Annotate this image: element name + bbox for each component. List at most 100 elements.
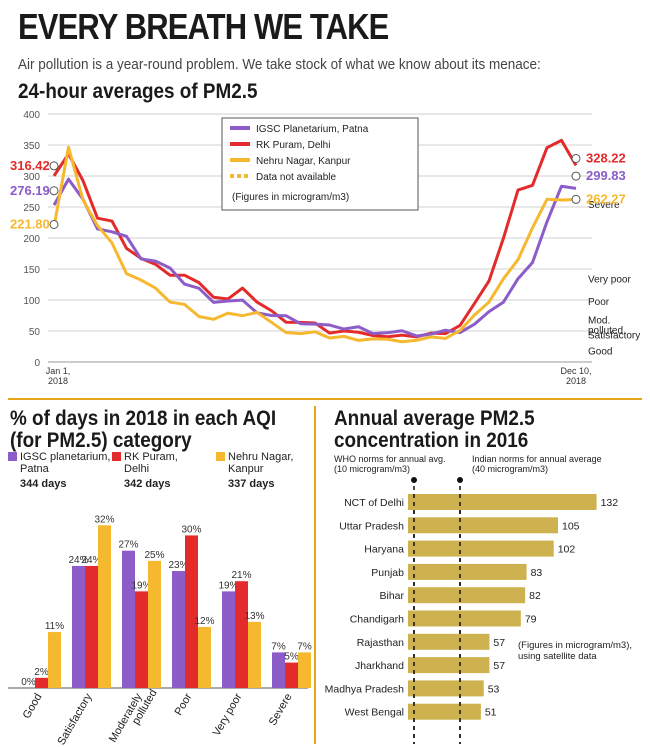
page-title: EVERY BREATH WE TAKE	[18, 6, 389, 47]
bar	[85, 565, 98, 688]
end-point	[571, 171, 581, 181]
bar-value-label: 132	[601, 497, 619, 509]
bar-value-label: 25%	[144, 550, 164, 561]
bar-value-label: 19%	[131, 580, 151, 591]
bar-value-label: 24%	[81, 555, 101, 566]
legend-note: (Figures in microgram/m3)	[232, 192, 349, 203]
bar	[408, 610, 521, 627]
legend-label: Nehru Nagar, Kanpur	[228, 451, 293, 475]
y-tick-label: 50	[29, 327, 41, 338]
bar-value-label: 0%	[21, 677, 36, 688]
bar	[98, 525, 111, 688]
bar-value-label: 11%	[45, 621, 64, 632]
bar	[148, 560, 161, 688]
state-bar-chart-title: Annual average PM2.5 concentration in 20…	[334, 408, 604, 452]
y-tick-label: 400	[23, 110, 40, 121]
reference-dot	[457, 477, 463, 483]
bar	[408, 657, 490, 674]
start-point	[49, 219, 59, 229]
category-label: Severe	[267, 692, 295, 728]
bar-value-label: 7%	[271, 641, 286, 652]
bar-value-label: 53	[488, 683, 500, 695]
end-point	[571, 154, 581, 164]
legend-swatch	[8, 452, 17, 461]
y-tick-label: 0	[34, 358, 40, 369]
series-line	[52, 145, 577, 344]
legend-label: Data not available	[256, 172, 336, 183]
reference-label: Indian norms for annual average (40 micro…	[472, 454, 602, 474]
y-tick-label: 350	[23, 141, 40, 152]
category-label: Rajasthan	[357, 637, 404, 649]
bar-value-label: 24%	[68, 555, 88, 566]
start-value-label: 316.42	[10, 158, 50, 173]
start-point	[49, 161, 59, 171]
bar	[122, 550, 135, 688]
divider-line	[8, 398, 642, 400]
bar	[285, 662, 298, 688]
bar	[408, 494, 597, 510]
aqi-bar-chart: IGSC planetarium, Patna 344 days RK Puram, D…	[8, 451, 312, 747]
x-start-label: Jan 1, 2018	[46, 366, 71, 386]
category-label: Poor	[173, 691, 195, 717]
end-value-label: 262.27	[586, 191, 626, 206]
bar	[408, 517, 558, 534]
bar-value-label: 13%	[244, 611, 264, 622]
category-label: Moderatelypolluted	[107, 682, 160, 747]
bar	[48, 632, 61, 688]
end-value-label: 328.22	[586, 151, 626, 166]
legend-box	[221, 117, 419, 211]
aqi-band-label: Poor	[588, 297, 610, 308]
aqi-bar-chart-title-text: % of days in 2018 in each AQI (for PM2.5…	[10, 407, 277, 452]
legend-label: RK Puram, Delhi	[256, 140, 330, 151]
bar	[198, 626, 211, 688]
category-label: Satisfactory	[55, 691, 94, 747]
y-tick-label: 200	[23, 234, 40, 245]
bar	[235, 581, 248, 688]
bar	[408, 703, 481, 720]
bar-value-label: 19%	[218, 580, 238, 591]
bar-value-label: 2%	[34, 667, 49, 678]
aqi-band-label: Satisfactory	[588, 330, 640, 341]
x-end-label: Dec 10, 2018	[560, 366, 591, 386]
category-label: Punjab	[371, 567, 404, 579]
bar-value-label: 12%	[194, 616, 214, 627]
bar	[185, 535, 198, 688]
y-tick-label: 150	[23, 265, 40, 276]
legend-days: 337 days	[228, 478, 274, 490]
line-chart: 0 50 100 150 200 250 300 350 400 Severe Very poor P…	[10, 110, 640, 386]
category-label: Very poor	[211, 691, 245, 738]
category-label: NCT of Delhi	[344, 497, 404, 509]
legend-days: 344 days	[20, 478, 66, 490]
bar	[408, 540, 554, 557]
reference-label: WHO norms for annual avg. (10 microgram/m…	[334, 454, 446, 474]
bar	[408, 633, 490, 650]
y-tick-label: 300	[23, 172, 40, 183]
bar-value-label: 57	[493, 660, 505, 672]
start-value-label: 276.19	[10, 183, 50, 198]
bar	[172, 571, 185, 688]
start-value-label: 221.80	[10, 216, 50, 231]
category-label: Uttar Pradesh	[339, 520, 404, 532]
bar-value-label: 79	[525, 614, 537, 626]
legend-label: IGSC planetarium, Patna	[20, 451, 110, 475]
aqi-band-label: Mod. polluted	[588, 316, 623, 337]
category-label: Good	[21, 692, 45, 721]
category-label: Haryana	[364, 544, 404, 556]
bar-value-label: 5%	[284, 652, 299, 663]
legend-days: 342 days	[124, 478, 170, 490]
bar	[222, 591, 235, 688]
aqi-bar-chart-title: % of days in 2018 in each AQI (for PM2.5…	[10, 408, 280, 452]
bar-value-label: 32%	[94, 514, 114, 525]
y-tick-label: 100	[23, 296, 40, 307]
bar-value-label: 23%	[168, 560, 188, 571]
bar	[298, 652, 311, 688]
category-label: Madhya Pradesh	[325, 683, 405, 695]
bar-value-label: 7%	[297, 641, 312, 652]
legend-label: Nehru Nagar, Kanpur	[256, 156, 351, 167]
bar-value-label: 105	[562, 520, 580, 532]
category-label: Bihar	[379, 590, 404, 602]
aqi-band-label: Very poor	[588, 275, 631, 286]
bar	[408, 680, 484, 697]
bar-value-label: 102	[558, 544, 576, 556]
y-tick-label: 250	[23, 203, 40, 214]
